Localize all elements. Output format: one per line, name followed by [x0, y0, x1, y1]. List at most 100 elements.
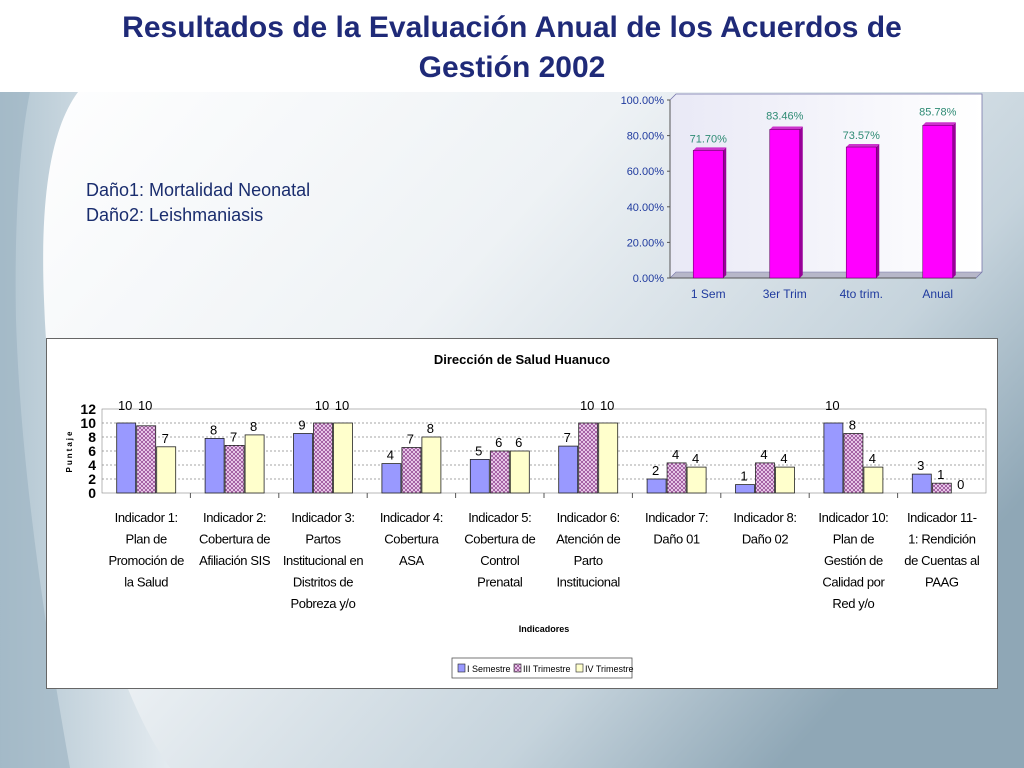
bar-3 [421, 436, 442, 494]
data-label: 7 [407, 432, 414, 447]
y-tick-label: 0 [88, 485, 96, 501]
legend-swatch [575, 663, 584, 673]
x-tick-label: Institucional [556, 575, 620, 590]
y-tick-label: 80.00% [627, 131, 665, 143]
bar [922, 125, 954, 279]
x-tick-label: Calidad por [822, 575, 885, 590]
y-tick-label: 40.00% [627, 202, 665, 214]
y-tick-label: 100.00% [621, 95, 665, 107]
x-tick-label: Indicador 8: [733, 510, 796, 525]
x-tick-label: de Cuentas al [904, 553, 980, 568]
data-label: 6 [495, 435, 502, 450]
data-label: 1 [740, 469, 747, 484]
x-tick-label: Control [480, 553, 520, 568]
y-tick-label: 20.00% [627, 237, 665, 249]
x-tick-label: Indicador 1: [115, 510, 178, 525]
x-tick-label: Promoción de [108, 553, 184, 568]
bar-2 [401, 447, 422, 494]
slide-title: Resultados de la Evaluación Anual de los… [0, 8, 1024, 88]
bar-2 [578, 422, 599, 494]
bar-side [952, 122, 956, 278]
x-tick-label: Indicador 6: [557, 510, 620, 525]
x-tick-label: Atención de [556, 532, 620, 547]
bar-3 [686, 466, 707, 494]
y-tick-label: 4 [88, 457, 96, 473]
data-label: 10 [825, 398, 839, 413]
data-label: 3 [917, 458, 924, 473]
note-dano2: Daño2: Leishmaniasis [86, 205, 264, 225]
x-tick-label: Indicador 5: [468, 510, 531, 525]
data-label: 8 [250, 419, 257, 434]
data-label: 5 [475, 443, 482, 458]
bar-side [876, 144, 880, 278]
x-tick-label: PAAG [925, 575, 959, 590]
y-tick-label: 60.00% [627, 166, 665, 178]
bar-1 [646, 478, 667, 494]
chart-title: Dirección de Salud Huanuco [434, 352, 610, 367]
data-label: 10 [118, 398, 132, 413]
x-tick-label: Daño 02 [742, 532, 789, 547]
x-tick-label: Red y/o [832, 596, 874, 611]
data-label: 4 [692, 451, 699, 466]
x-tick-label: 3er Trim [763, 287, 807, 301]
bar-3 [509, 450, 530, 494]
x-tick-label: Indicador 11- [907, 510, 977, 525]
data-label: 10 [315, 398, 329, 413]
legend-label: IV Trimestre [585, 664, 634, 674]
y-tick-label: 12 [80, 401, 96, 417]
x-tick-label: Indicador 10: [818, 510, 888, 525]
title-line-2: Gestión 2002 [418, 51, 606, 84]
data-label: 83.46% [766, 110, 804, 122]
x-tick-label: Distritos de [293, 575, 353, 590]
data-label: 4 [760, 447, 767, 462]
bar-1 [735, 484, 755, 494]
data-label: 1 [937, 467, 944, 482]
bar-1 [381, 463, 402, 494]
bar-2 [843, 433, 864, 494]
x-tick-label: 1 Sem [691, 287, 726, 301]
bar-1 [469, 459, 490, 494]
bar-side [723, 147, 727, 278]
legend [451, 657, 633, 679]
summary-bar-chart: 0.00% 20.00% 40.00% 60.00% 80.00% 100.00% 71.7… [621, 93, 983, 301]
data-label: 4 [672, 447, 679, 462]
bar [845, 146, 877, 279]
x-tick-label: Indicador 2: [203, 510, 266, 525]
bar-2 [666, 462, 687, 494]
data-label: 4 [387, 448, 394, 463]
data-label: 4 [780, 451, 787, 466]
data-label: 10 [138, 398, 152, 413]
x-tick-label: Cobertura de [199, 532, 270, 547]
data-label: 73.57% [843, 130, 881, 142]
x-tick-label: Cobertura [384, 532, 439, 547]
bar-top [769, 126, 803, 130]
x-tick-label: Partos [305, 532, 341, 547]
x-tick-label: Cobertura de [464, 532, 535, 547]
data-label: 10 [580, 398, 594, 413]
legend-swatch [457, 663, 466, 673]
x-tick-label: Afiliación SIS [199, 553, 271, 568]
x-tick-label: 1: Rendición [908, 532, 976, 547]
bar-2 [489, 450, 510, 494]
x-tick-label: Indicador 7: [645, 510, 708, 525]
y-tick-label: 8 [88, 429, 96, 445]
bar-2 [136, 425, 157, 494]
y-tick-label: 0.00% [633, 273, 664, 285]
data-label: 7 [162, 431, 169, 446]
data-label: 8 [849, 418, 856, 433]
x-tick-label: Daño 01 [653, 532, 700, 547]
data-label: 0 [957, 477, 964, 492]
bar-1 [911, 473, 932, 494]
x-tick-label: Plan de [833, 532, 874, 547]
data-label: 2 [652, 463, 659, 478]
bar-3 [775, 466, 795, 494]
bar-1 [204, 438, 225, 494]
data-label: 6 [515, 435, 522, 450]
bar-3 [156, 446, 177, 494]
data-label: 4 [869, 451, 876, 466]
bar-2 [755, 462, 775, 494]
bar-3 [333, 422, 353, 494]
data-label: 7 [230, 429, 237, 444]
bar-top [693, 147, 727, 151]
